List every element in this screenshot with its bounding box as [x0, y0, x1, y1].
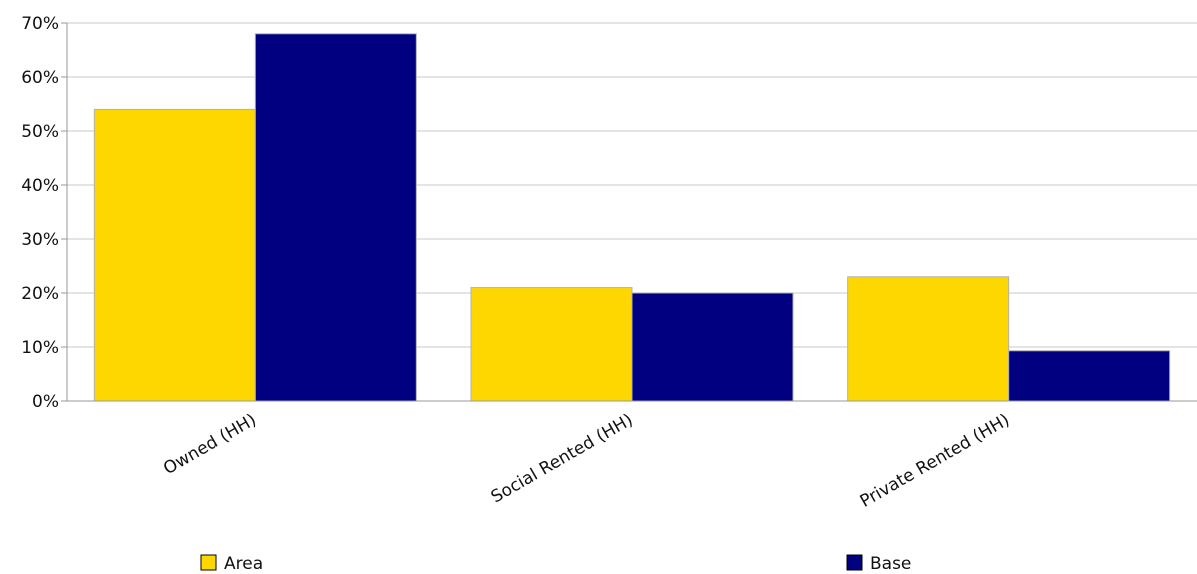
- y-tick-label: 50%: [21, 122, 59, 142]
- x-axis-labels: Owned (HH) Social Rented (HH) Private Rent…: [160, 410, 1013, 512]
- bar-base-0: [254, 33, 417, 402]
- y-tick-label: 70%: [21, 14, 59, 34]
- legend-label-area: Area: [224, 554, 263, 574]
- bars: [93, 33, 1171, 402]
- x-category-label: Owned (HH): [160, 410, 260, 479]
- x-category-label: Social Rented (HH): [488, 410, 637, 507]
- y-tick-label: 10%: [21, 338, 59, 358]
- bar-base-1: [631, 292, 794, 402]
- bar-area-0: [93, 108, 256, 402]
- legend-label-base: Base: [870, 554, 911, 574]
- y-tick-label: 60%: [21, 68, 59, 88]
- y-axis-ticks: 0% 10% 20% 30% 40% 50% 60% 70%: [21, 14, 67, 412]
- y-tick-label: 0%: [32, 392, 59, 412]
- bar-base-2: [1008, 350, 1171, 402]
- legend-swatch-base: [846, 554, 863, 571]
- y-tick-label: 30%: [21, 230, 59, 250]
- bar-area-1: [470, 287, 633, 402]
- x-category-label: Private Rented (HH): [857, 410, 1013, 512]
- y-tick-label: 40%: [21, 176, 59, 196]
- legend-swatch-area: [200, 554, 217, 571]
- y-tick-label: 20%: [21, 284, 59, 304]
- legend: Area Base: [200, 554, 911, 574]
- bar-area-2: [847, 276, 1010, 402]
